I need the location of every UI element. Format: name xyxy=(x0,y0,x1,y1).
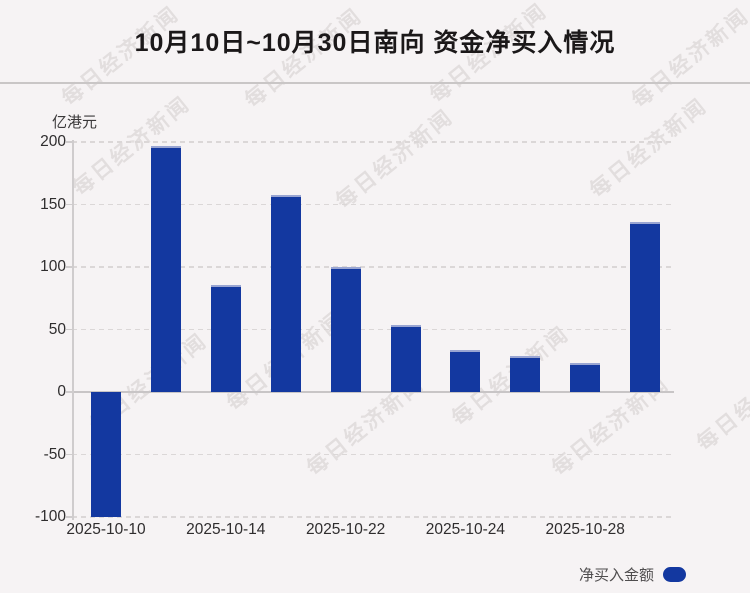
header: 10月10日~10月30日南向 资金净买入情况 xyxy=(0,0,750,82)
bar[interactable] xyxy=(570,363,601,392)
y-axis-tick xyxy=(66,328,72,331)
gridline xyxy=(72,516,674,518)
bar[interactable] xyxy=(270,194,301,392)
y-axis-tick xyxy=(66,391,72,393)
y-axis-unit-label: 亿港元 xyxy=(52,114,98,131)
y-axis-tick xyxy=(66,266,72,268)
legend-marker-icon xyxy=(663,567,686,582)
bar[interactable] xyxy=(91,392,121,517)
bar[interactable] xyxy=(450,349,481,392)
bar[interactable] xyxy=(150,145,181,392)
x-tick-label: 2025-10-10 xyxy=(66,521,146,538)
gridline xyxy=(72,453,674,456)
gridline xyxy=(72,266,674,268)
legend-label: 净买入金额 xyxy=(578,567,654,584)
bar[interactable] xyxy=(630,222,661,392)
bar[interactable] xyxy=(510,355,541,392)
chart-title: 10月10日~10月30日南向 资金净买入情况 xyxy=(134,29,616,57)
y-axis-tick xyxy=(66,516,72,518)
bar[interactable] xyxy=(390,324,421,392)
y-tick-label: 100 xyxy=(40,258,66,275)
y-tick-label: 150 xyxy=(40,195,66,213)
y-tick-label: 50 xyxy=(48,320,66,338)
x-tick-label: 2025-10-24 xyxy=(425,521,506,538)
y-tick-label: 0 xyxy=(57,383,66,400)
y-axis-tick xyxy=(66,203,72,206)
gridline xyxy=(72,141,674,143)
x-tick-label: 2025-10-22 xyxy=(305,521,386,538)
x-tick-label: 2025-10-28 xyxy=(545,521,625,538)
y-axis-tick xyxy=(66,141,72,143)
y-tick-label: -100 xyxy=(34,508,66,525)
y-axis-line xyxy=(72,140,74,520)
zero-axis-line xyxy=(72,391,674,393)
gridline xyxy=(72,203,674,206)
x-tick-label: 2025-10-14 xyxy=(186,521,266,538)
bar[interactable] xyxy=(330,267,361,392)
gridline xyxy=(72,328,674,331)
bar[interactable] xyxy=(210,284,241,392)
title-divider xyxy=(0,82,750,84)
y-tick-label: -50 xyxy=(43,445,66,463)
y-axis-tick xyxy=(66,453,72,456)
y-tick-label: 200 xyxy=(40,133,66,150)
legend-item[interactable]: 净买入金额 xyxy=(579,564,686,585)
